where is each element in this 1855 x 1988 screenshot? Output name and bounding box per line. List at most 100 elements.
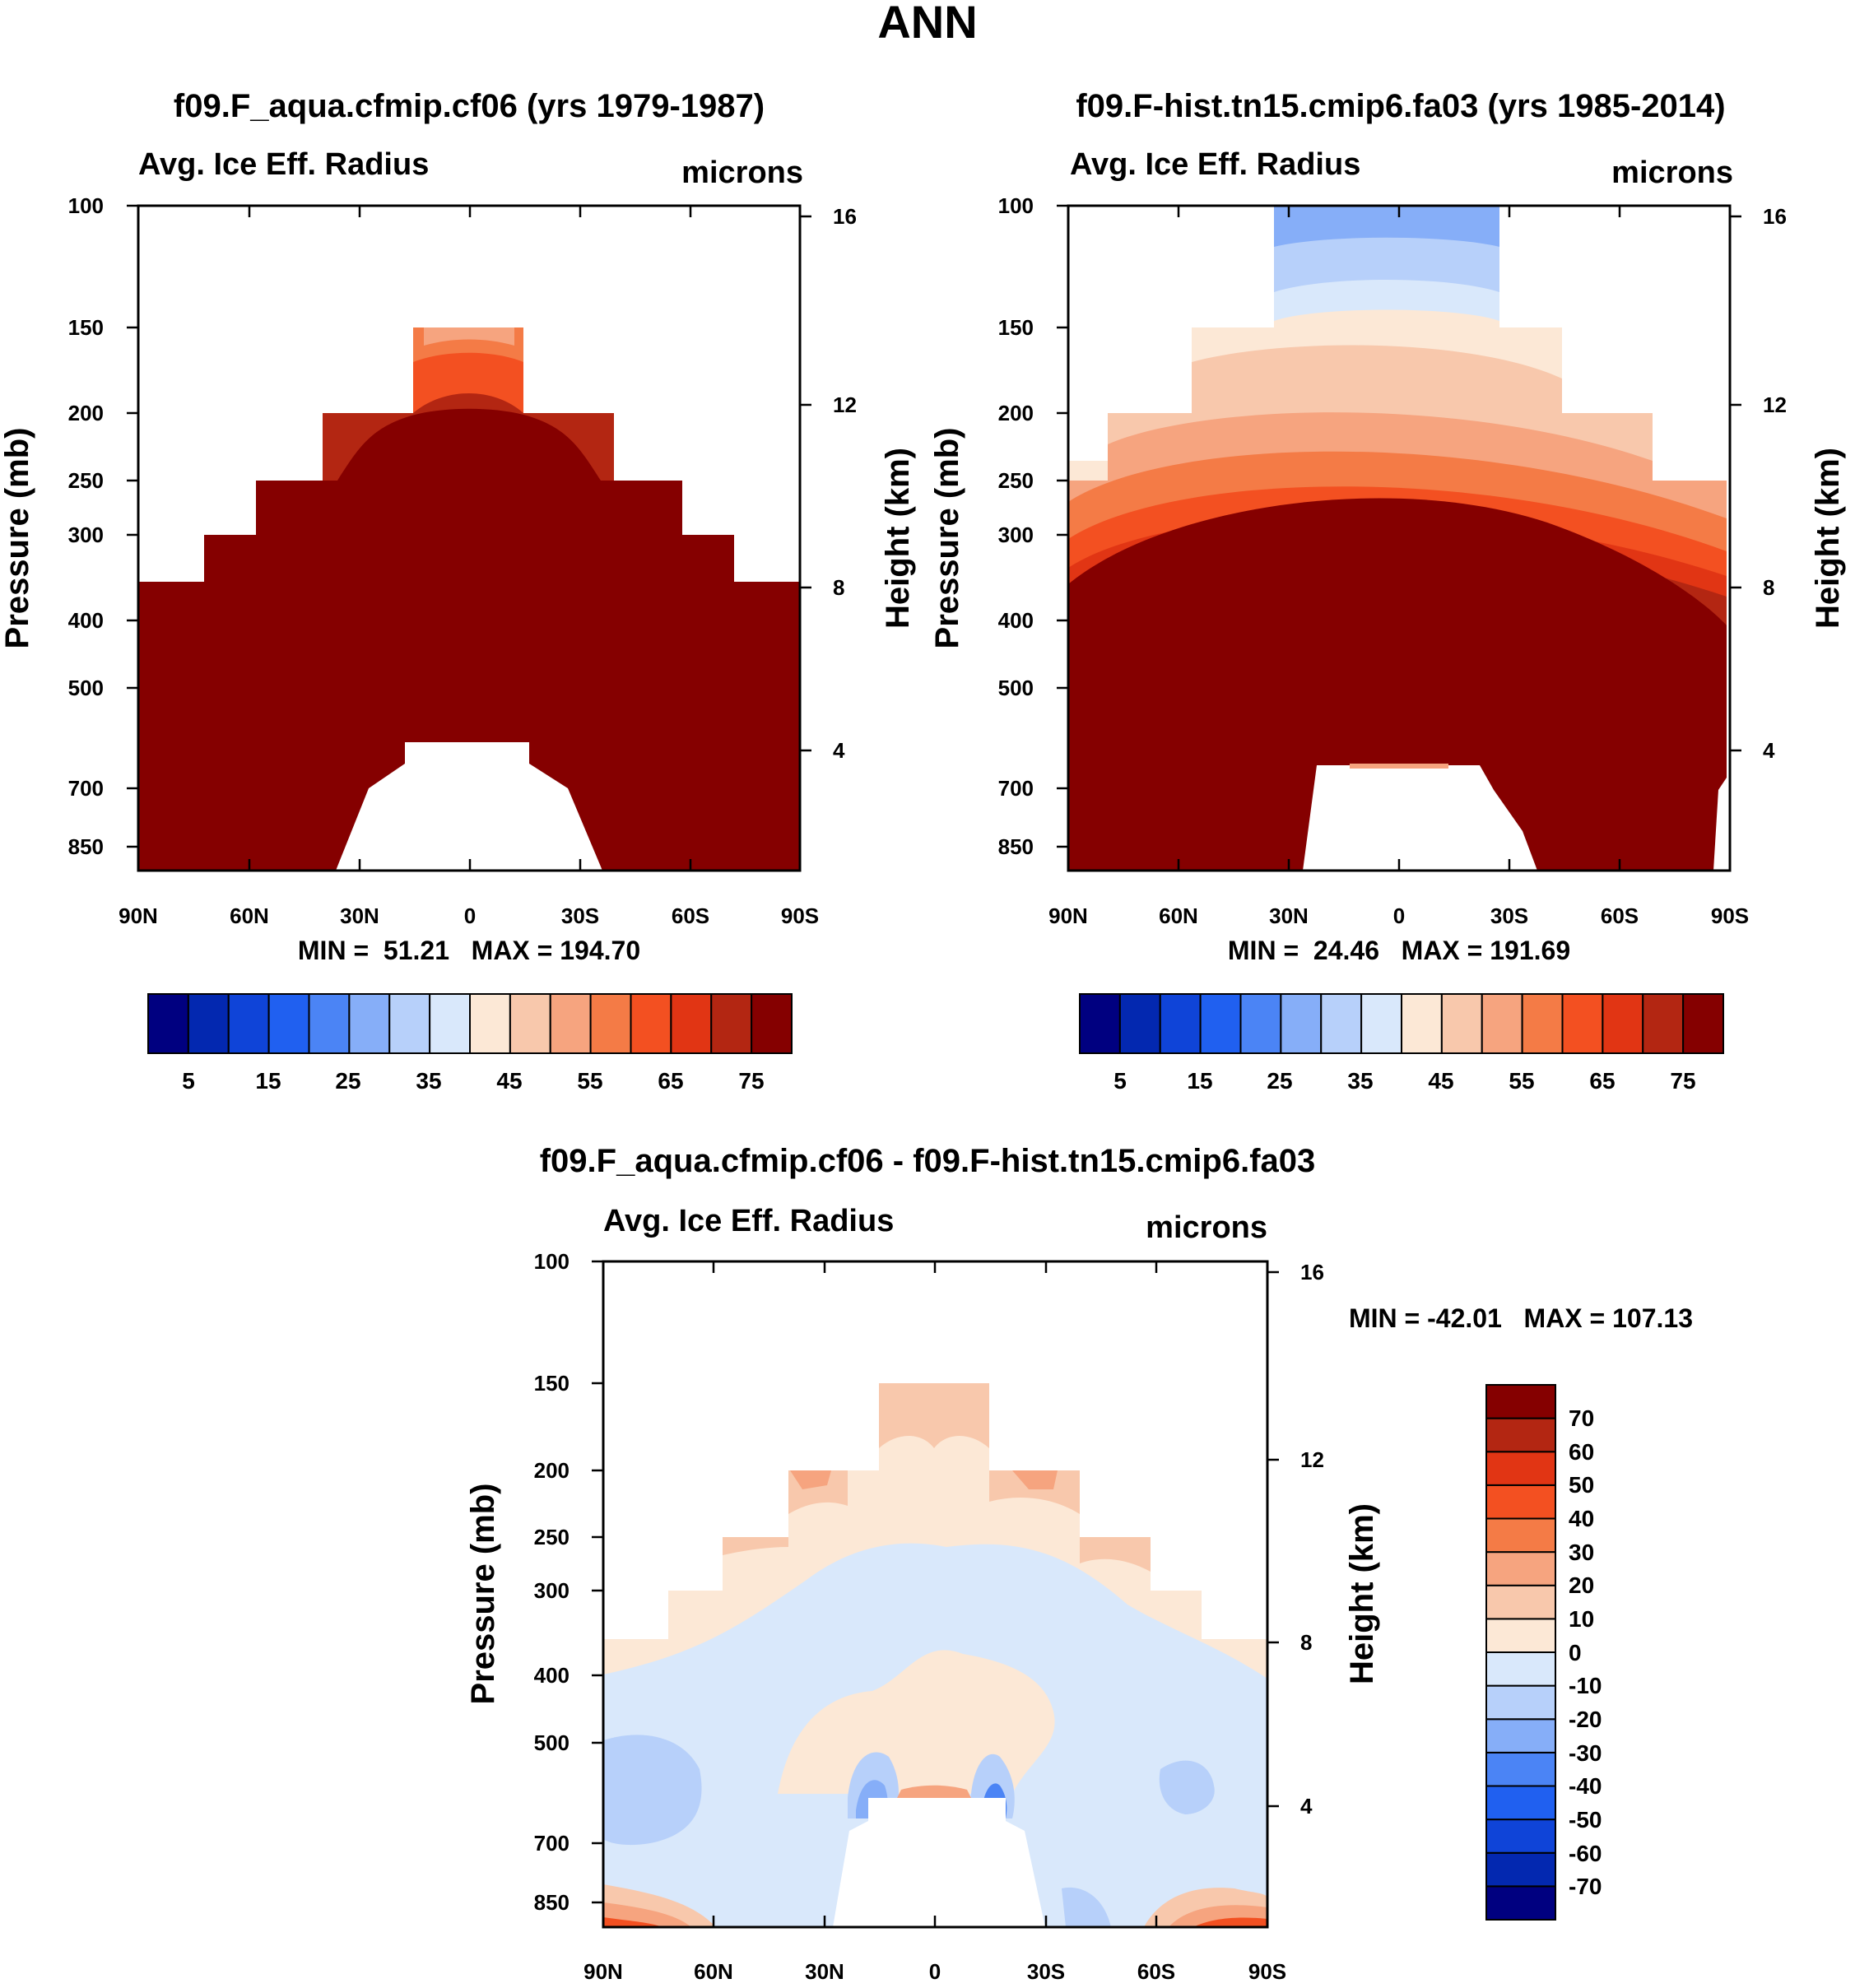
panel-diff-field-salmon-stem <box>897 1785 971 1798</box>
colorbar-swatch <box>1521 993 1564 1054</box>
y-right-tick-label: 12 <box>833 392 857 417</box>
colorbar-swatch <box>1280 993 1323 1054</box>
panel-diff-field-pink-top <box>879 1383 989 1448</box>
colorbar-swatch <box>1159 993 1202 1054</box>
colorbar-label: 15 <box>1187 1068 1212 1094</box>
panel-b-stats: MIN = 24.46 MAX = 191.69 <box>1228 936 1570 965</box>
colorbar-swatch <box>147 993 189 1054</box>
colorbar-swatch <box>267 993 310 1054</box>
colorbar-label: 75 <box>1670 1068 1695 1094</box>
colorbar-label: 60 <box>1569 1439 1594 1465</box>
colorbar-swatch <box>1485 1851 1556 1888</box>
colorbar-swatch <box>1485 1484 1556 1520</box>
colorbar-swatch <box>429 993 471 1054</box>
colorbar-swatch <box>1481 993 1523 1054</box>
panel-b-field-blue3 <box>1274 206 1499 247</box>
y-right-tick-label: 4 <box>833 738 845 763</box>
colorbar-swatch <box>1485 1417 1556 1453</box>
colorbar-label: -40 <box>1569 1773 1602 1799</box>
colorbar-label: 45 <box>496 1068 522 1094</box>
colorbar-swatch <box>1485 1651 1556 1687</box>
colorbar-swatch <box>1642 993 1685 1054</box>
y-tick-label: 250 <box>68 468 104 493</box>
colorbar-label: 45 <box>1428 1068 1453 1094</box>
y-tick-label: 200 <box>998 401 1034 425</box>
panel-b-ticks <box>1057 204 1741 871</box>
x-tick-label: 90N <box>119 903 158 928</box>
panel-diff-right-string: microns <box>1146 1210 1267 1245</box>
colorbar-swatch <box>751 993 793 1054</box>
colorbar-swatch <box>1360 993 1402 1054</box>
colorbar-swatch <box>1485 1584 1556 1620</box>
panel-b-surface-mask <box>1303 765 1537 871</box>
colorbar-swatch <box>1485 1751 1556 1787</box>
panel-diff-field-pink-right <box>989 1470 1080 1514</box>
panel-a-stats: MIN = 51.21 MAX = 194.70 <box>298 936 640 965</box>
colorbar-label: 65 <box>1589 1068 1615 1094</box>
figure-title: ANN <box>877 0 977 48</box>
colorbar-swatch <box>1401 993 1443 1054</box>
y-right-tick-label: 16 <box>1763 204 1787 229</box>
x-tick-label: 60N <box>694 1959 733 1984</box>
y-tick-label: 850 <box>998 834 1034 859</box>
panel-b-xtick-labels: 90N 60N 30N 0 30S 60S 90S <box>1048 903 1749 928</box>
y-right-tick-label: 8 <box>1300 1630 1312 1655</box>
panel-diff-field-salmon-right <box>1012 1470 1058 1489</box>
colorbar-swatch <box>1485 1718 1556 1753</box>
x-tick-label: 90S <box>1711 903 1749 928</box>
panel-diff-ylabel-right: Height (km) <box>1344 1503 1380 1684</box>
colorbar-swatch <box>1682 993 1724 1054</box>
x-tick-label: 60N <box>230 903 269 928</box>
y-tick-label: 500 <box>998 676 1034 700</box>
panel-diff-field-bottom-right-orange <box>1193 1917 1267 1927</box>
colorbar-swatch <box>1485 1885 1556 1921</box>
panel-diff-title: f09.F_aqua.cfmip.cf06 - f09.F-hist.tn15.… <box>540 1143 1316 1179</box>
panel-b-left-string: Avg. Ice Eff. Radius <box>1070 147 1360 182</box>
colorbar-swatch <box>670 993 713 1054</box>
panel-diff-field-blue2-right <box>1159 1760 1215 1814</box>
y-right-tick-label: 12 <box>1763 392 1787 417</box>
x-tick-label: 90N <box>1048 903 1088 928</box>
panel-b-surface-noise <box>1350 764 1448 769</box>
panel-b-field-darkred <box>1068 498 1727 871</box>
panel-a-xtick-labels: 90N 60N 30N 0 30S 60S 90S <box>119 903 819 928</box>
panel-b-right-string: microns <box>1611 156 1733 190</box>
panel-diff: f09.F_aqua.cfmip.cf06 - f09.F-hist.tn15.… <box>465 1143 1693 1984</box>
y-tick-label: 300 <box>534 1578 570 1603</box>
y-tick-label: 200 <box>534 1458 570 1483</box>
colorbar-label: 10 <box>1569 1606 1594 1632</box>
y-tick-label: 850 <box>68 834 104 859</box>
colorbar-swatch <box>1118 993 1161 1054</box>
panel-diff-ytick-labels: 100 150 200 250 300 400 500 700 850 <box>534 1249 570 1915</box>
x-tick-label: 60S <box>1601 903 1639 928</box>
colorbar-label: 55 <box>1509 1068 1534 1094</box>
colorbar-label: 25 <box>335 1068 360 1094</box>
panel-diff-xtick-labels: 90N 60N 30N 0 30S 60S 90S <box>583 1959 1286 1984</box>
x-tick-label: 60S <box>672 903 709 928</box>
panel-a-field-darkred <box>138 327 800 871</box>
panel-b-ylabel: Pressure (mb) <box>929 428 965 649</box>
colorbar-label: -50 <box>1569 1807 1602 1832</box>
colorbar-swatch <box>589 993 632 1054</box>
colorbar-swatch <box>348 993 391 1054</box>
colorbar-swatch <box>1320 993 1363 1054</box>
y-tick-label: 400 <box>534 1663 570 1688</box>
panel-a-field-red <box>323 327 614 481</box>
panel-diff-surface-mask <box>833 1798 1045 1927</box>
panel-a-contour-field <box>138 327 800 871</box>
colorbar-swatch <box>1485 1451 1556 1486</box>
panel-diff-field-salmon-left <box>790 1470 831 1489</box>
x-tick-label: 30S <box>1027 1959 1065 1984</box>
y-tick-label: 700 <box>998 776 1034 801</box>
panel-a-ytick-labels: 100 150 200 250 300 400 500 700 850 <box>68 193 104 859</box>
y-tick-label: 150 <box>534 1371 570 1396</box>
panel-a: f09.F_aqua.cfmip.cf06 (yrs 1979-1987) Av… <box>0 88 916 1094</box>
colorbar-label: 30 <box>1569 1540 1594 1565</box>
panel-diff-field-pink-far-right <box>1080 1537 1151 1572</box>
y-right-tick-label: 4 <box>1763 738 1775 763</box>
x-tick-label: 60S <box>1137 1959 1175 1984</box>
panel-b-ytick-labels: 100 150 200 250 300 400 500 700 850 <box>998 193 1034 859</box>
panel-b-colorbar-labels: 5 15 25 35 45 55 65 75 <box>1113 1068 1695 1094</box>
colorbar-label: 5 <box>182 1068 195 1094</box>
y-tick-label: 300 <box>998 523 1034 547</box>
